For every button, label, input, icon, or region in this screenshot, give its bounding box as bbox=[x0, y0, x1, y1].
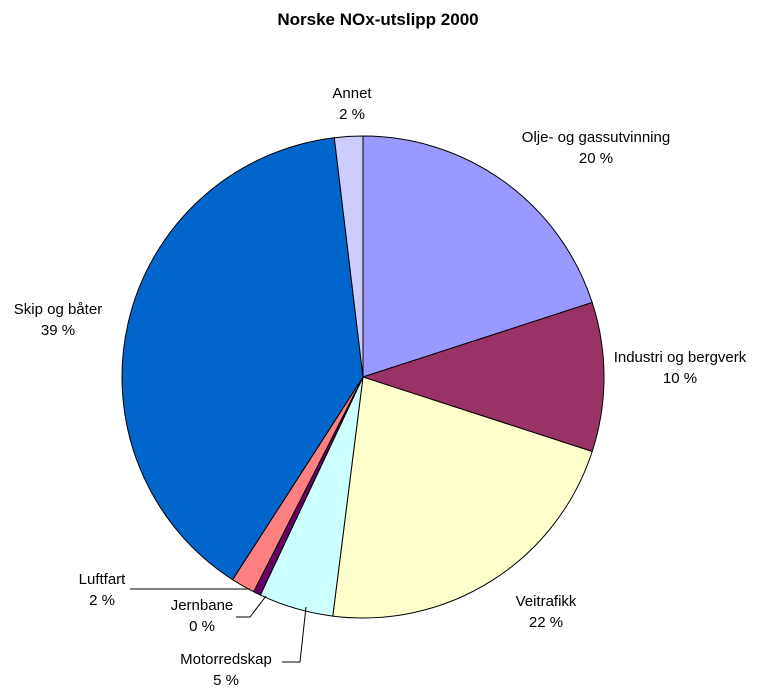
pie-slice-2 bbox=[361, 301, 605, 453]
leader-line-5 bbox=[236, 595, 267, 618]
slice-label-5: Jernbane 0 % bbox=[171, 597, 234, 635]
slice-value-label: 39 % bbox=[41, 322, 75, 339]
leader-lines bbox=[130, 588, 307, 663]
pie-slice-1 bbox=[362, 135, 593, 378]
slice-name: Annet bbox=[332, 85, 372, 102]
slice-value-label: 0 % bbox=[189, 618, 215, 635]
slice-value-label: 2 % bbox=[339, 106, 365, 123]
slice-label-6: Luftfart 2 % bbox=[79, 571, 127, 609]
pie-slice-3 bbox=[332, 376, 593, 619]
slice-name: Luftfart bbox=[79, 571, 127, 588]
slice-name: Skip og båter bbox=[14, 301, 102, 318]
slice-value-label: 2 % bbox=[89, 592, 115, 609]
slice-name: Olje- og gassutvinning bbox=[522, 129, 670, 146]
slice-name: Industri og bergverk bbox=[614, 349, 747, 366]
slice-label-3: Veitrafikk 22 % bbox=[516, 593, 577, 631]
leader-line-4 bbox=[282, 606, 307, 663]
slice-value-label: 22 % bbox=[529, 614, 563, 631]
slice-label-1: Olje- og gassutvinning 20 % bbox=[522, 129, 670, 167]
pie-slice-7 bbox=[121, 137, 364, 581]
slice-value-label: 20 % bbox=[579, 150, 613, 167]
slice-labels: Olje- og gassutvinning 20 % Industri og be… bbox=[14, 85, 747, 688]
slice-value-label: 5 % bbox=[213, 672, 239, 688]
slice-label-4: Motorredskap 5 % bbox=[180, 651, 272, 688]
slice-name: Motorredskap bbox=[180, 651, 272, 668]
slice-label-7: Skip og båter 39 % bbox=[14, 301, 102, 339]
slice-name: Jernbane bbox=[171, 597, 234, 614]
chart-title: Norske NOx-utslipp 2000 bbox=[277, 10, 478, 29]
pie-slices bbox=[121, 135, 605, 619]
slice-label-8: Annet 2 % bbox=[332, 85, 372, 123]
slice-label-2: Industri og bergverk 10 % bbox=[614, 349, 747, 387]
slice-value-label: 10 % bbox=[663, 370, 697, 387]
pie-slice-8 bbox=[333, 135, 364, 378]
slice-name: Veitrafikk bbox=[516, 593, 577, 610]
